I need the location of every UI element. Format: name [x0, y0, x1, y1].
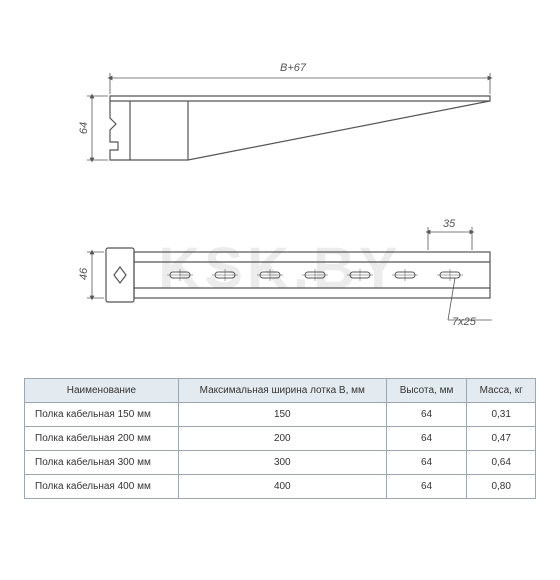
table-row: Полка кабельная 400 мм400640,80 [25, 475, 536, 499]
dim-slot-pitch: 35 [443, 218, 455, 230]
table-row: Полка кабельная 300 мм300640,64 [25, 451, 536, 475]
col-name: Наименование [25, 379, 179, 403]
dim-top-width: B+67 [280, 62, 306, 74]
dim-plan-height: 46 [78, 268, 90, 280]
col-width: Максимальная ширина лотка В, мм [178, 379, 386, 403]
dim-slot-size: 7x25 [452, 316, 476, 328]
spec-table: Наименование Максимальная ширина лотка В… [24, 378, 536, 499]
col-height: Высота, мм [386, 379, 467, 403]
table-row: Полка кабельная 150 мм150640,31 [25, 403, 536, 427]
dim-side-height: 64 [78, 122, 90, 134]
table-row: Полка кабельная 200 мм200640,47 [25, 427, 536, 451]
col-mass: Масса, кг [467, 379, 536, 403]
